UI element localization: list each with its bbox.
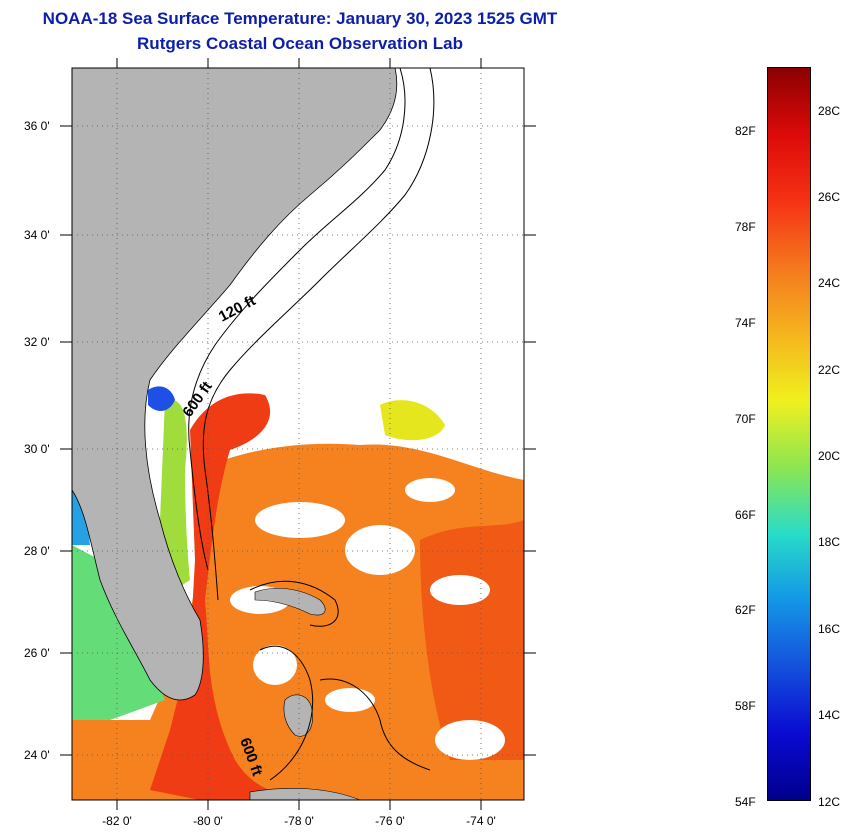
gulf-of-mexico-water <box>72 545 165 720</box>
bathymetry-contours <box>188 68 435 781</box>
tick-marks <box>60 58 536 810</box>
colorbar <box>767 67 811 801</box>
title-line-1: NOAA-18 Sea Surface Temperature: January… <box>42 9 558 28</box>
cool-offshore-patches <box>380 400 445 441</box>
lat-label-28: 28 0' <box>24 544 50 558</box>
lat-label-30: 30 0' <box>24 442 50 456</box>
cb-label-26c: 26C <box>818 190 841 204</box>
lat-label-34: 34 0' <box>24 228 50 242</box>
cold-coastal-pocket <box>148 386 175 412</box>
lon-label-76: -76 0' <box>375 814 405 828</box>
bahamas-grand-bahama <box>254 587 326 616</box>
cb-label-28c: 28C <box>818 104 841 118</box>
cb-label-20c: 20C <box>818 449 841 463</box>
lon-label-80: -80 0' <box>193 814 223 828</box>
cb-label-22c: 22C <box>818 363 841 377</box>
lat-label-26: 26 0' <box>24 646 50 660</box>
cb-label-14c: 14C <box>818 708 841 722</box>
lon-label-78: -78 0' <box>284 814 314 828</box>
cb-label-58f: 58F <box>735 699 756 713</box>
map-border <box>71 67 525 801</box>
lon-label-82: -82 0' <box>102 814 132 828</box>
lat-label-32: 32 0' <box>24 335 50 349</box>
lon-label-74: -74 0' <box>466 814 496 828</box>
warm-core <box>150 393 360 800</box>
cb-label-54f: 54F <box>735 795 756 809</box>
cool-nearshore-strip <box>160 399 190 590</box>
lat-label-24: 24 0' <box>24 748 50 762</box>
map-content <box>72 68 524 800</box>
cb-label-16c: 16C <box>818 622 841 636</box>
cb-label-18c: 18C <box>818 535 841 549</box>
cb-label-24c: 24C <box>818 276 841 290</box>
cloud-patches <box>230 478 505 760</box>
lat-label-36: 36 0' <box>24 119 50 133</box>
us-landmass <box>72 68 398 701</box>
graticule <box>72 68 524 800</box>
title-line-2: Rutgers Coastal Ocean Observation Lab <box>137 34 463 53</box>
cb-label-62f: 62F <box>735 603 756 617</box>
cb-label-74f: 74F <box>735 316 756 330</box>
bahamas-andros <box>283 694 313 737</box>
cb-label-12c: 12C <box>818 795 841 809</box>
cb-label-82f: 82F <box>735 124 756 138</box>
cb-label-78f: 78F <box>735 220 756 234</box>
cb-label-70f: 70F <box>735 412 756 426</box>
cb-label-66f: 66F <box>735 508 756 522</box>
